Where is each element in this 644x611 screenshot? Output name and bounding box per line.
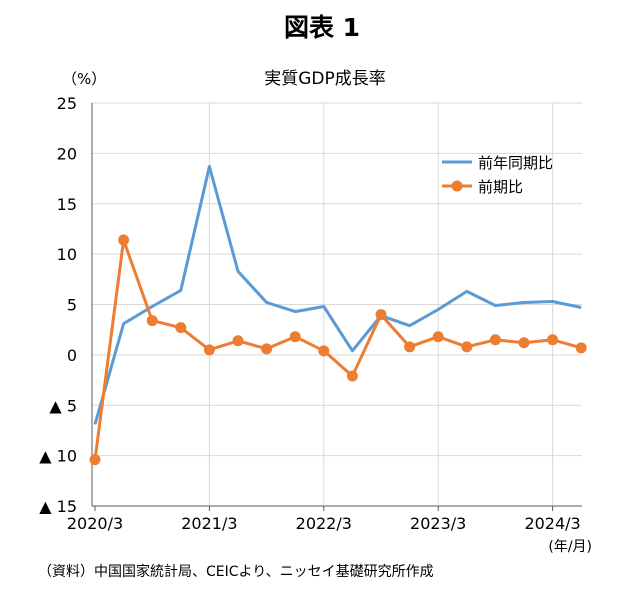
y-tick-label: 5 (67, 296, 77, 315)
x-tick-labels: 2020/3 2021/3 2022/3 2023/3 2024/3 (67, 514, 581, 533)
x-tick-label: 2024/3 (524, 514, 580, 533)
data-point (404, 341, 416, 353)
series-group (89, 165, 587, 466)
data-point (232, 335, 244, 347)
legend-label: 前年同期比 (478, 154, 553, 172)
data-point (518, 337, 530, 349)
x-tick-label: 2022/3 (296, 514, 352, 533)
y-tick-label: ▲ 15 (39, 497, 77, 516)
y-tick-labels: 25 20 15 10 5 0 ▲ 5 ▲ 10 ▲ 15 (39, 94, 77, 516)
series-line (93, 165, 582, 425)
line-chart: 実質GDP成長率 （%） 25 20 15 10 5 0 ▲ 5 ▲ 10 ▲ 15 2020/… (39, 69, 592, 555)
y-tick-label: 10 (57, 245, 77, 264)
data-point (461, 341, 473, 353)
series-1 (93, 165, 582, 425)
y-tick-label: 0 (67, 346, 77, 365)
data-point (146, 315, 158, 327)
data-point (261, 343, 273, 355)
data-point (89, 454, 101, 466)
data-point (432, 331, 444, 343)
x-axis-label: (年/月) (548, 539, 592, 555)
data-point (547, 334, 559, 346)
source-note: （資料）中国国家統計局、CEICより、ニッセイ基礎研究所作成 (38, 564, 434, 580)
chart-title: 実質GDP成長率 (264, 69, 386, 89)
y-tick-label: 20 (57, 144, 77, 163)
data-point (575, 342, 587, 354)
y-axis-label: （%） (62, 70, 106, 88)
data-point (346, 370, 358, 382)
data-point (118, 234, 130, 246)
x-tick-label: 2021/3 (181, 514, 237, 533)
y-tick-label: 15 (57, 195, 77, 214)
y-tick-label: 25 (57, 94, 77, 113)
data-point (175, 322, 187, 334)
data-point (375, 309, 387, 321)
y-tick-label: ▲ 10 (39, 447, 77, 466)
legend-marker (451, 180, 463, 192)
data-point (489, 334, 501, 346)
y-tick-label: ▲ 5 (49, 396, 77, 415)
series-2 (89, 234, 587, 466)
axes (91, 103, 582, 511)
x-tick-label: 2023/3 (410, 514, 466, 533)
data-point (289, 331, 301, 343)
legend-label: 前期比 (478, 178, 523, 196)
x-tick-label: 2020/3 (67, 514, 123, 533)
figure-title: 図表 1 (283, 13, 361, 42)
series-line (93, 238, 582, 460)
data-point (203, 344, 215, 356)
data-point (318, 345, 330, 357)
